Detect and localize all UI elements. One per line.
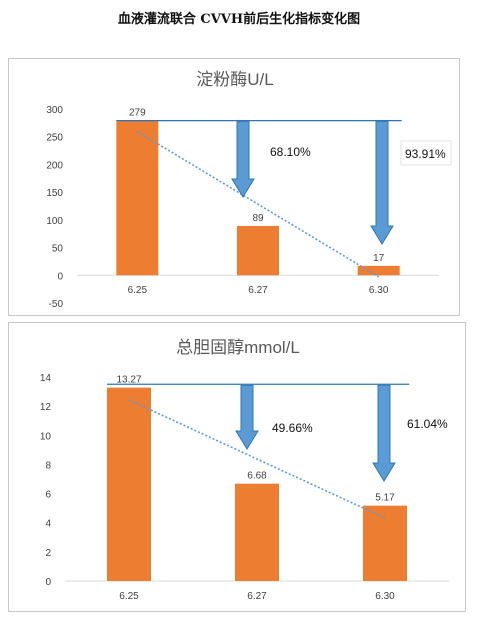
y-tick-label: 300 [46, 105, 63, 116]
y-tick-label: 100 [46, 216, 63, 227]
chart-title: 淀粉酶U/L [196, 70, 273, 89]
annotation-percent: 68.10% [270, 145, 311, 159]
y-tick-label: 0 [45, 577, 51, 588]
data-label: 13.27 [116, 375, 141, 386]
annotation-percent: 49.66% [272, 421, 313, 435]
y-tick-label: 10 [40, 431, 52, 442]
bar [237, 225, 279, 276]
bar [116, 120, 159, 276]
y-tick-label: 14 [40, 373, 52, 384]
amylase-chart: 淀粉酶U/L 68.10% 93.91% 300 250 200 150 100 50 0 -… [46, 70, 452, 310]
x-tick-label: 6.30 [375, 591, 395, 602]
down-arrow-icon [370, 121, 394, 245]
y-tick-label: 50 [52, 244, 64, 255]
y-tick-label: 8 [45, 460, 51, 471]
y-tick-label: 200 [46, 160, 63, 171]
annotation-box [400, 140, 452, 166]
annotation-percent: 93.91% [405, 147, 446, 161]
trendline [128, 399, 386, 519]
y-tick-label: 150 [46, 188, 63, 199]
data-label: 89 [252, 213, 264, 224]
down-arrow-icon [372, 384, 396, 482]
x-tick-label: 6.25 [119, 591, 139, 602]
y-tick-label: 2 [45, 548, 51, 559]
amylase-chart-panel: 淀粉酶U/L 68.10% 93.91% 300 250 200 150 100 50 0 -… [8, 58, 460, 316]
bar [363, 505, 407, 581]
trendline [136, 130, 380, 278]
y-tick-label: 6 [45, 490, 51, 501]
data-label: 17 [373, 253, 385, 264]
cholesterol-chart-panel: 总胆固醇mmol/L 49.66% 61.04% 14 12 10 8 6 4 2 0 13.2… [8, 322, 466, 612]
y-tick-label: 250 [46, 133, 63, 144]
y-tick-label: 12 [40, 402, 52, 413]
down-arrow-icon [235, 384, 259, 450]
data-label: 5.17 [375, 493, 395, 504]
x-tick-label: 6.30 [369, 285, 389, 296]
y-tick-label: 4 [45, 519, 51, 530]
cholesterol-chart: 总胆固醇mmol/L 49.66% 61.04% 14 12 10 8 6 4 2 0 13.2… [40, 338, 449, 602]
x-tick-label: 6.25 [128, 285, 148, 296]
bar [107, 387, 151, 581]
annotation-percent: 61.04% [407, 417, 448, 431]
x-tick-label: 6.27 [247, 591, 267, 602]
data-label: 6.68 [247, 471, 267, 482]
down-arrow-icon [231, 121, 255, 198]
x-tick-label: 6.27 [248, 285, 268, 296]
chart-title: 总胆固醇mmol/L [176, 338, 300, 357]
y-tick-label: 0 [57, 271, 63, 282]
y-tick-label: -50 [49, 299, 64, 310]
page-title: 血液灌流联合 CVVH前后生化指标变化图 [117, 12, 361, 27]
bar [235, 483, 279, 581]
data-label: 279 [129, 108, 146, 119]
bar [357, 265, 400, 276]
